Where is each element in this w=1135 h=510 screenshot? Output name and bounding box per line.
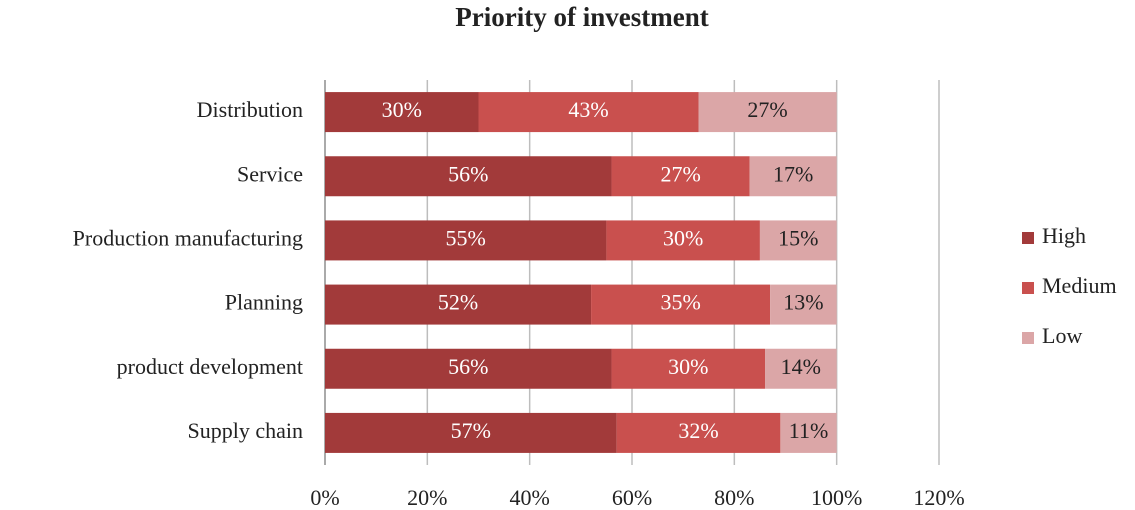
data-label: 57% <box>451 418 491 443</box>
data-label: 30% <box>663 225 703 250</box>
bar-segment <box>616 412 781 453</box>
bar-segment <box>325 412 617 453</box>
x-tick-label: 100% <box>811 485 862 510</box>
data-label: 15% <box>778 225 818 250</box>
data-label: 17% <box>773 161 813 186</box>
bar-segment <box>325 284 592 325</box>
legend-label: High <box>1042 223 1086 248</box>
data-label: 13% <box>783 290 823 315</box>
data-label: 52% <box>438 290 478 315</box>
x-tick-label: 80% <box>714 485 754 510</box>
data-label: 43% <box>568 97 608 122</box>
bar-segment <box>325 348 612 389</box>
y-tick-label: Planning <box>225 290 303 315</box>
data-label: 56% <box>448 354 488 379</box>
y-tick-label: product development <box>117 354 303 379</box>
y-tick-label: Supply chain <box>188 418 304 443</box>
legend-label: Low <box>1042 323 1082 348</box>
data-label: 30% <box>382 97 422 122</box>
data-label: 11% <box>789 418 829 443</box>
bar-segment <box>325 156 612 197</box>
data-label: 27% <box>747 97 787 122</box>
bar-segment <box>780 412 837 453</box>
data-label: 55% <box>446 225 486 250</box>
legend-swatch <box>1022 282 1034 294</box>
legend-label: Medium <box>1042 273 1117 298</box>
data-label: 56% <box>448 161 488 186</box>
bar-segment <box>478 92 699 133</box>
legend-swatch <box>1022 332 1034 344</box>
bar-segment <box>770 284 837 325</box>
bar-segment <box>749 156 837 197</box>
x-tick-label: 20% <box>407 485 447 510</box>
x-tick-label: 60% <box>612 485 652 510</box>
bar-segment <box>611 348 766 389</box>
x-tick-label: 40% <box>510 485 550 510</box>
y-tick-label: Distribution <box>197 97 303 122</box>
y-tick-label: Production manufacturing <box>73 225 303 250</box>
bar-segment <box>606 220 760 261</box>
bar-segment <box>325 220 607 261</box>
legend-swatch <box>1022 232 1034 244</box>
x-tick-label: 0% <box>310 485 339 510</box>
data-label: 35% <box>660 290 700 315</box>
y-tick-label: Service <box>237 161 303 186</box>
data-label: 30% <box>668 354 708 379</box>
bar-segment <box>325 92 479 133</box>
data-label: 27% <box>660 161 700 186</box>
bar-segment <box>611 156 750 197</box>
bar-segment <box>759 220 837 261</box>
data-label: 14% <box>781 354 821 379</box>
chart-title: Priority of investment <box>455 2 708 32</box>
bar-segment <box>698 92 837 133</box>
bar-segment <box>765 348 837 389</box>
bar-segment <box>591 284 771 325</box>
x-tick-label: 120% <box>913 485 964 510</box>
data-label: 32% <box>678 418 718 443</box>
